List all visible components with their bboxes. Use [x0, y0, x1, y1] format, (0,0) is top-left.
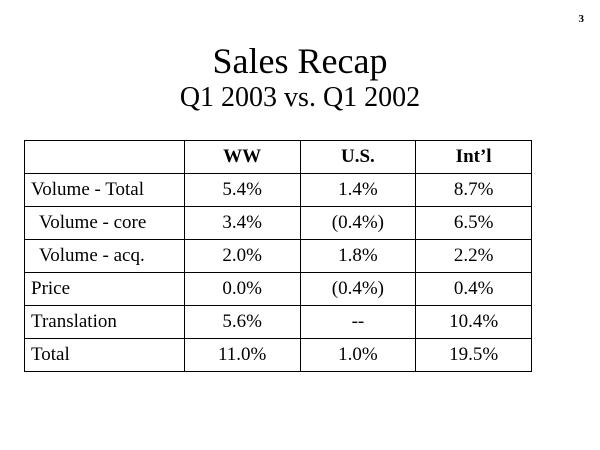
header-cell-blank: [24, 140, 185, 174]
cell-ww: 11.0%: [183, 338, 301, 372]
page-subtitle: Q1 2003 vs. Q1 2002: [179, 82, 421, 113]
cell-ww: 5.6%: [183, 305, 301, 339]
cell-intl: 6.5%: [415, 206, 532, 240]
row-label: Price: [24, 272, 185, 306]
cell-intl: 19.5%: [415, 338, 532, 372]
cell-us: --: [299, 305, 417, 339]
cell-ww: 0.0%: [183, 272, 301, 306]
cell-ww: 2.0%: [183, 239, 301, 273]
table-row: Volume - core 3.4% (0.4%) 6.5%: [24, 206, 532, 240]
cell-intl: 2.2%: [415, 239, 532, 273]
row-label: Volume - Total: [24, 173, 185, 207]
page-number: 3: [578, 13, 585, 25]
sales-recap-table: WW U.S. Int’l Volume - Total 5.4% 1.4% 8…: [24, 140, 532, 372]
cell-ww: 5.4%: [183, 173, 301, 207]
table-row: Price 0.0% (0.4%) 0.4%: [24, 272, 532, 306]
row-label: Total: [24, 338, 185, 372]
page-title: Sales Recap: [212, 41, 388, 81]
table-row: Volume - Total 5.4% 1.4% 8.7%: [24, 173, 532, 207]
header-cell-us: U.S.: [299, 140, 417, 174]
table-row: Translation 5.6% -- 10.4%: [24, 305, 532, 339]
row-label: Volume - acq.: [24, 239, 185, 273]
row-label: Translation: [24, 305, 185, 339]
cell-intl: 0.4%: [415, 272, 532, 306]
cell-us: 1.4%: [299, 173, 417, 207]
cell-ww: 3.4%: [183, 206, 301, 240]
header-cell-intl: Int’l: [415, 140, 532, 174]
header-cell-ww: WW: [183, 140, 301, 174]
cell-us: (0.4%): [299, 272, 417, 306]
table-row: Total 11.0% 1.0% 19.5%: [24, 338, 532, 372]
cell-us: (0.4%): [299, 206, 417, 240]
row-label: Volume - core: [24, 206, 185, 240]
table-header-row: WW U.S. Int’l: [24, 140, 532, 174]
cell-us: 1.8%: [299, 239, 417, 273]
cell-intl: 10.4%: [415, 305, 532, 339]
cell-us: 1.0%: [299, 338, 417, 372]
cell-intl: 8.7%: [415, 173, 532, 207]
table-row: Volume - acq. 2.0% 1.8% 2.2%: [24, 239, 532, 273]
